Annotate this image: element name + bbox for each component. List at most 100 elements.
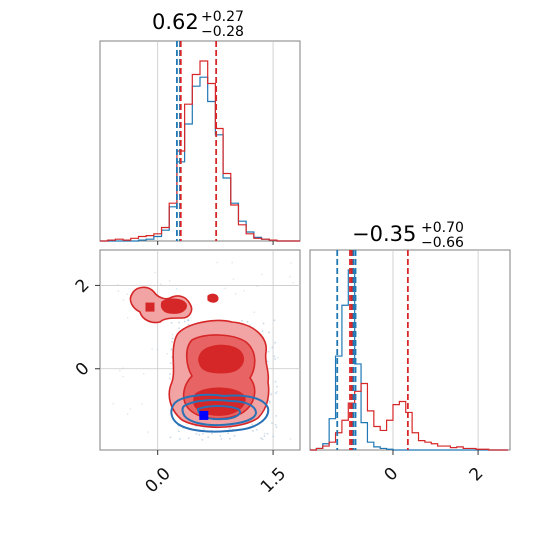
scatter-point [274,424,277,426]
scatter-point [166,353,169,355]
scatter-point [263,435,266,438]
scatter-point [119,369,121,372]
x-tick-label: 1.5 [257,464,290,497]
scatter-point [246,320,249,323]
scatter-point [276,390,278,393]
red-contour-small [207,293,219,303]
scatter-point [211,432,213,435]
scatter-point [129,408,132,410]
scatter-point [256,285,258,287]
red-contour-inner-top [198,344,245,374]
blue-contour-outer [170,393,270,433]
scatter-point [267,350,270,353]
panel-frame [309,249,511,451]
scatter-point [202,428,205,430]
scatter-point [260,437,263,440]
scatter-point [251,423,254,426]
scatter-point [201,438,204,441]
scatter-point [147,431,149,433]
scatter-point [178,327,181,330]
scatter-point [275,414,278,417]
p0-histogram-red [100,60,300,242]
scatter-point [178,437,181,440]
title-p1-value: −0.35 [352,222,416,246]
title-p1-upper: +0.70 [421,220,464,236]
scatter-point [231,261,233,264]
scatter-point [112,402,115,405]
scatter-point [185,423,188,426]
scatter-point [271,346,274,349]
scatter-point [168,280,171,282]
scatter-point [170,348,173,351]
scatter-point [126,413,129,415]
scatter-point [122,299,125,302]
scatter-point [262,322,265,325]
panel-histogram-p1 [309,249,511,451]
scatter-point [276,385,278,388]
scatter-point [241,320,243,322]
scatter-point [270,393,273,396]
scatter-point [232,278,235,280]
scatter-point [183,320,186,323]
scatter-point [126,293,129,296]
title-p0-upper: +0.27 [201,9,244,25]
x-tick-label: 0 [381,464,403,486]
scatter-point [229,437,231,440]
scatter-point [170,321,173,324]
p1-histogram-red [310,382,508,451]
scatter-point [289,438,292,440]
scatter-point [187,319,190,322]
scatter-point [177,430,180,433]
scatter-point [275,426,278,429]
scatter-point [195,432,198,435]
scatter-point [156,349,159,351]
scatter-point [116,283,119,286]
scatter-point [178,321,180,324]
scatter-point [198,433,201,436]
scatter-point [228,427,231,430]
scatter-point [274,358,276,360]
scatter-point [249,324,251,326]
scatter-point [268,331,270,334]
scatter-point [169,377,171,380]
scatter-point [122,367,124,369]
scatter-point [274,341,277,344]
scatter-point [274,380,277,383]
scatter-point [261,438,264,441]
scatter-point [216,261,219,264]
scatter-point [141,403,143,405]
y-tick-label: 2 [72,275,94,297]
scatter-point [126,317,129,319]
red-center-marker [210,359,220,369]
scatter-point [263,432,266,435]
scatter-point [274,392,277,395]
scatter-point [255,428,258,431]
scatter-point [243,290,246,292]
y-tick-label: 0 [72,359,94,381]
panel-frame [99,249,301,451]
scatter-point [261,330,264,333]
scatter-point [176,287,178,290]
scatter-point [266,360,269,363]
blue-contour-middle [181,399,258,427]
title-p1: −0.35 +0.70 −0.66 [352,220,464,251]
scatter-point [169,373,171,375]
scatter-point [169,436,172,439]
scatter-point [272,435,275,438]
panel-histogram-p0 [99,40,301,245]
scatter-point [253,311,256,314]
title-p1-lower: −0.66 [421,235,464,251]
scatter-point [117,290,120,292]
scatter-point [201,432,204,435]
panel-2d-p0-p1 [99,249,301,451]
scatter-point [273,319,276,322]
scatter-point [207,436,210,439]
scatter-point [159,283,162,286]
scatter-point [171,341,173,343]
scatter-point [171,333,174,336]
scatter-point [224,287,226,290]
scatter-point [273,355,276,358]
scatter-point [266,432,269,435]
